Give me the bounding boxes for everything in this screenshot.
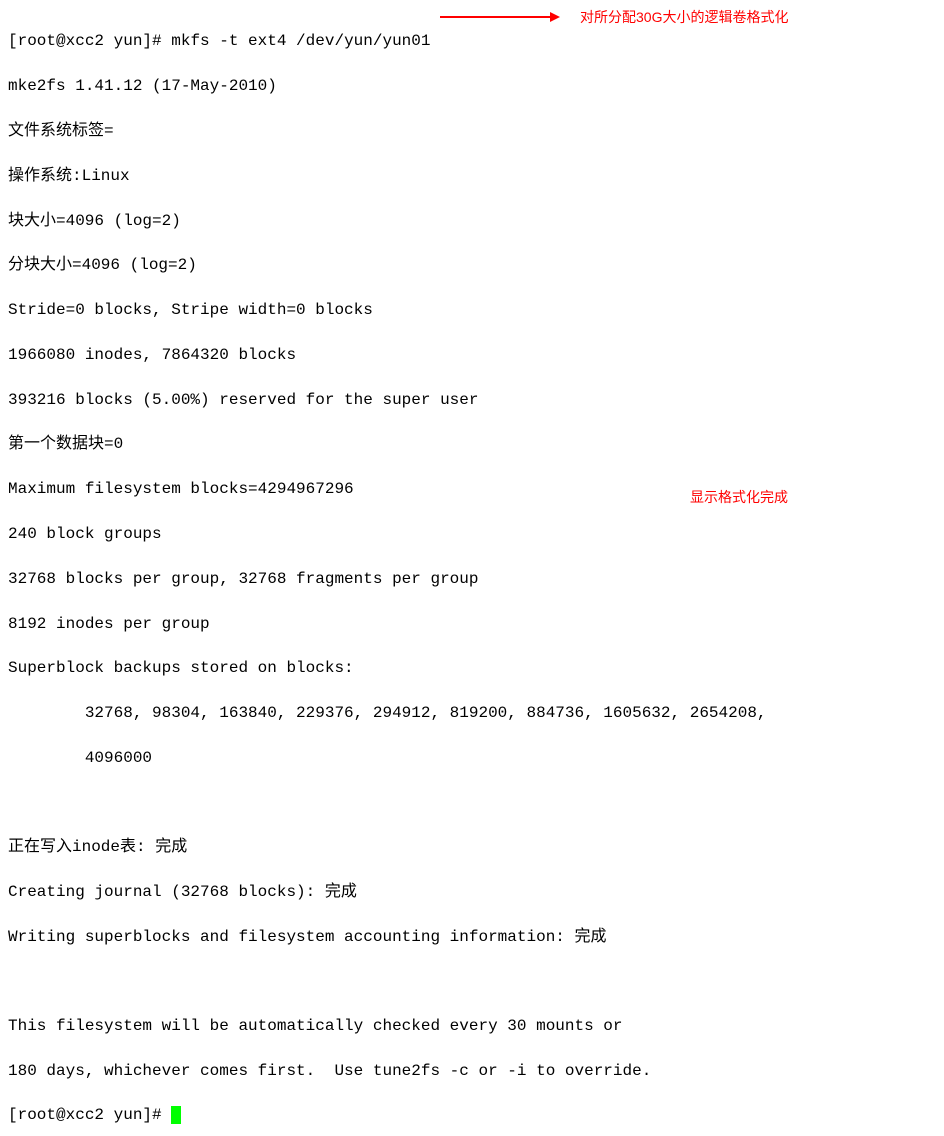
- output-line: Superblock backups stored on blocks:: [8, 657, 936, 679]
- annotation-2: 显示格式化完成: [690, 488, 788, 508]
- output-line: 32768, 98304, 163840, 229376, 294912, 81…: [8, 702, 936, 724]
- output-line: [8, 792, 936, 814]
- arrow-line-1: [440, 16, 550, 18]
- output-line: 4096000: [8, 747, 936, 769]
- output-line: 第一个数据块=0: [8, 433, 936, 455]
- output-line: 分块大小=4096 (log=2): [8, 254, 936, 276]
- output-line: 1966080 inodes, 7864320 blocks: [8, 344, 936, 366]
- output-line: 240 block groups: [8, 523, 936, 545]
- annotation-1: 对所分配30G大小的逻辑卷格式化: [580, 8, 788, 28]
- output-line: Maximum filesystem blocks=4294967296: [8, 478, 936, 500]
- command-line-1: [root@xcc2 yun]# mkfs -t ext4 /dev/yun/y…: [8, 30, 936, 52]
- output-line: Stride=0 blocks, Stripe width=0 blocks: [8, 299, 936, 321]
- output-line: This filesystem will be automatically ch…: [8, 1015, 936, 1037]
- output-line: 块大小=4096 (log=2): [8, 210, 936, 232]
- command-line-2: [root@xcc2 yun]#: [8, 1104, 936, 1126]
- output-line: [8, 970, 936, 992]
- prompt-1: [root@xcc2 yun]#: [8, 32, 171, 50]
- output-line: Creating journal (32768 blocks): 完成: [8, 881, 936, 903]
- output-line: 正在写入inode表: 完成: [8, 836, 936, 858]
- output-line: 32768 blocks per group, 32768 fragments …: [8, 568, 936, 590]
- output-line: 393216 blocks (5.00%) reserved for the s…: [8, 389, 936, 411]
- output-line: 180 days, whichever comes first. Use tun…: [8, 1060, 936, 1082]
- output-line: Writing superblocks and filesystem accou…: [8, 926, 936, 948]
- command-1: mkfs -t ext4 /dev/yun/yun01: [171, 32, 430, 50]
- output-line: 操作系统:Linux: [8, 165, 936, 187]
- output-line: mke2fs 1.41.12 (17-May-2010): [8, 75, 936, 97]
- output-line: 8192 inodes per group: [8, 613, 936, 635]
- prompt-2: [root@xcc2 yun]#: [8, 1106, 171, 1124]
- terminal-output: [root@xcc2 yun]# mkfs -t ext4 /dev/yun/y…: [8, 8, 936, 1136]
- arrow-head-icon: [550, 12, 560, 22]
- cursor-icon: [171, 1106, 181, 1124]
- output-line: 文件系统标签=: [8, 120, 936, 142]
